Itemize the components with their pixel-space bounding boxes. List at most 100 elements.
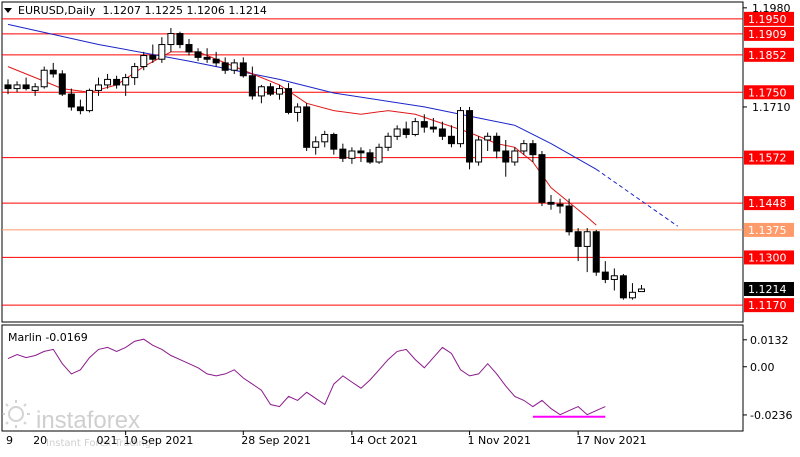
candle-body-up [321,133,329,143]
candle-body-down [149,55,157,60]
candle [402,121,410,139]
watermark-brand: instaforex [36,407,140,434]
candle-body-up [31,86,39,91]
candle-body-down [203,56,211,60]
candle-body-up [384,135,392,148]
candle [610,268,618,291]
candle [583,228,591,273]
candle [348,147,356,164]
candle [321,130,329,148]
time-label-partial: 021 [97,434,118,447]
candle-body-up [95,84,102,91]
candle-body-down [239,62,247,77]
candle-body-up [140,55,148,68]
time-label: 14 Oct 2021 [350,434,418,447]
candle-body-down [493,135,501,152]
candle-body-down [420,121,428,128]
candle [194,48,202,62]
candle [493,132,501,159]
candle-body-down [266,86,274,95]
candle [475,136,483,166]
candle [13,81,21,93]
current-price-label: 1.1214 [748,283,787,296]
collapse-triangle-icon[interactable] [4,8,12,13]
watermark-tagline: Instant Forex Trading [46,438,151,449]
candle [294,103,302,122]
level-label-bg [744,150,794,165]
candle-body-down [502,150,510,163]
marlin-indicator [7,338,606,418]
candle [538,150,546,207]
candle [330,132,338,155]
candle-body-down [330,133,338,150]
marlin-line [7,338,606,416]
level-label-bg [744,222,794,237]
candles [4,28,645,300]
candle-body-down [176,33,184,46]
candle-body-down [556,203,564,207]
candle [122,73,130,96]
candle [230,59,238,74]
candle [113,75,121,89]
candle-body-down [194,51,202,58]
candle [149,44,157,63]
candle [547,195,555,210]
candle [40,66,48,89]
candle [628,283,636,300]
level-labels: 1.1950 1.1909 1.1852 1.1750 1.1572 1.1448 1.13… [744,11,794,313]
candle-body-up [85,89,93,112]
candle-body-up [583,231,591,247]
candle-body-up [375,146,383,163]
candle [248,66,256,100]
ma-blue-projection [596,168,678,227]
candle-body-down [357,150,365,154]
candle [393,125,401,140]
candle-body-down [4,84,12,90]
candle-body-down [22,84,30,90]
candle-body-down [402,128,410,135]
indicator-pane [1,324,744,432]
level-label: 1.1572 [748,152,787,165]
candle [339,143,347,162]
candle [529,139,537,162]
level-label: 1.1909 [748,28,787,41]
candle [22,77,30,91]
candle [131,62,139,85]
time-label: 10 Sep 2021 [124,434,194,447]
candle-body-up [167,33,175,46]
candle-body-down [67,93,75,108]
candle [212,51,220,67]
level-label-bg [744,250,794,265]
instaforex-logo-icon [2,400,30,428]
candle [484,132,492,151]
candle-body-down [49,69,57,75]
candle-body-up [131,66,139,79]
time-label: 1 Nov 2021 [468,434,531,447]
header: EURUSD,Daily 1.1207 1.1225 1.1206 1.1214 [4,4,267,17]
candle-body-up [411,121,419,135]
level-label-bg [744,196,794,211]
candle-body-up [511,150,519,163]
candle-body-down [339,148,347,159]
candle [384,132,392,151]
level-label: 1.1375 [748,224,787,237]
candle-body-down [113,78,121,86]
marlin-label: Marlin -0.0169 [8,331,88,344]
time-label: 28 Sep 2021 [241,434,311,447]
time-label-partial: 9 [6,434,13,447]
candle [638,284,645,293]
candle-body-up [312,141,320,148]
current-price-tag [744,282,794,297]
candle-body-down [248,75,256,97]
candle-body-down [58,73,66,95]
candle-body-up [638,288,645,293]
level-label-bg [744,85,794,100]
candle [520,139,528,155]
candle [619,273,627,300]
candle [556,198,564,214]
price-scale: 1.1980 1.1710 1.1214 [743,2,794,297]
candle-body-down [466,110,474,163]
candle [312,136,320,155]
